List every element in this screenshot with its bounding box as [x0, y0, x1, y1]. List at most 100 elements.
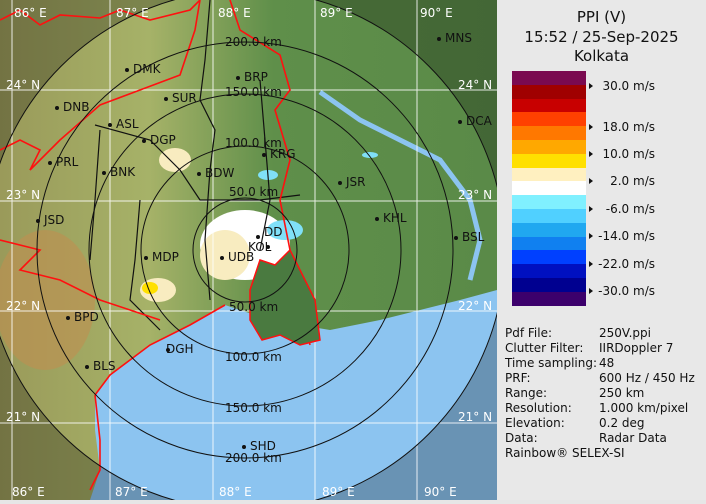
city-dot: [437, 37, 441, 41]
lat-label: 21° N: [458, 410, 493, 424]
city-label: ASL: [116, 117, 139, 131]
city-label: DMK: [133, 62, 161, 76]
tick-marker-icon: [589, 83, 593, 89]
range-label: 150.0 km: [225, 85, 282, 99]
range-label: 100.0 km: [225, 350, 282, 364]
info-key: Range:: [505, 386, 548, 400]
city-dot: [262, 153, 266, 157]
credit: Rainbow® SELEX-SI: [505, 446, 625, 460]
colorbar-band: [512, 236, 586, 251]
city-dot: [236, 76, 240, 80]
lat-label: 24° N: [6, 78, 41, 92]
tick-marker-icon: [589, 206, 593, 212]
info-value: 1.000 km/pixel: [599, 401, 689, 415]
city-label: DCA: [466, 114, 492, 128]
colorbar-band: [512, 291, 586, 307]
colorbar-band: [512, 195, 586, 210]
lat-lon-grid: [0, 0, 497, 500]
colorbar-label: -6.0 m/s: [605, 202, 655, 216]
city-label: BLS: [93, 359, 116, 373]
legend-panel: PPI (V) 15:52 / 25-Sep-2025 Kolkata 30.0…: [497, 0, 706, 500]
city-dot: [242, 445, 246, 449]
city-dot: [164, 97, 168, 101]
info-key: Elevation:: [505, 416, 565, 430]
range-label: 200.0 km: [225, 451, 282, 465]
sundarbans-outline: [249, 248, 321, 346]
city-dot: [142, 139, 146, 143]
city-dot: [220, 256, 224, 260]
colorbar-band: [512, 167, 586, 182]
city-dot: [266, 245, 270, 249]
tick-marker-icon: [589, 233, 593, 239]
colorbar-band: [512, 140, 586, 155]
city-dot: [48, 161, 52, 165]
lon-label: 88° E: [218, 6, 251, 20]
range-label: 150.0 km: [225, 401, 282, 415]
lon-label: 89° E: [320, 6, 353, 20]
timestamp: 15:52 / 25-Sep-2025: [524, 28, 679, 46]
range-label: 100.0 km: [225, 136, 282, 150]
colorbar-band: [512, 250, 586, 265]
tick-marker-icon: [589, 151, 593, 157]
sea-area: [90, 290, 497, 500]
city-label: MNS: [445, 31, 472, 45]
city-dot: [458, 120, 462, 124]
colorbar-band: [512, 126, 586, 141]
tick-marker-icon: [589, 288, 593, 294]
colorbar-band: [512, 278, 586, 293]
city-dot: [197, 172, 201, 176]
info-key: Clutter Filter:: [505, 341, 584, 355]
colorbar-band: [512, 71, 586, 86]
lon-label: 86° E: [12, 485, 45, 499]
plateau: [0, 230, 95, 370]
info-value: 600 Hz / 450 Hz: [599, 371, 695, 385]
city-label: BNK: [110, 165, 136, 179]
lat-label: 22° N: [6, 299, 41, 313]
colorbar-label: 10.0 m/s: [602, 147, 655, 161]
colorbar-band: [512, 181, 586, 196]
colorbar-label: -14.0 m/s: [598, 229, 655, 243]
city-dot: [55, 106, 59, 110]
info-value: 48: [599, 356, 615, 370]
info-key: Data:: [505, 431, 538, 445]
city-label: SHD: [250, 439, 276, 453]
lon-label: 87° E: [115, 485, 148, 499]
lat-label: 21° N: [6, 410, 41, 424]
city-label: DGP: [150, 133, 176, 147]
colorbar-band: [512, 98, 586, 113]
city-label: MDP: [152, 250, 179, 264]
site-name: Kolkata: [573, 47, 630, 65]
colorbar-band: [512, 153, 586, 169]
lon-label: 88° E: [219, 485, 252, 499]
info-value: 250 km: [599, 386, 645, 400]
city-dot: [454, 236, 458, 240]
city-label: DNB: [63, 100, 90, 114]
city-dot: [85, 365, 89, 369]
district-borders: [89, 0, 301, 331]
colorbar-band: [512, 84, 586, 100]
colorbar-band: [512, 222, 586, 238]
info-value: Radar Data: [599, 431, 667, 445]
city-dot: [256, 235, 260, 239]
lon-label: 90° E: [420, 6, 453, 20]
city-label: JSR: [346, 175, 366, 189]
city-label: BPD: [74, 310, 99, 324]
city-dot: [166, 348, 170, 352]
lat-label: 23° N: [6, 188, 41, 202]
map-canvas: [0, 0, 506, 504]
colorbar-label: 30.0 m/s: [602, 79, 655, 93]
lon-label: 90° E: [424, 485, 457, 499]
city-dot: [36, 219, 40, 223]
colorbar-label: -22.0 m/s: [598, 257, 655, 271]
tick-marker-icon: [589, 261, 593, 267]
city-label: KOL: [248, 240, 272, 254]
info-key: Time sampling:: [505, 356, 598, 370]
city-label: PRL: [56, 155, 79, 169]
colorbar-band: [512, 112, 586, 127]
colorbar-label: -30.0 m/s: [598, 284, 655, 298]
tick-marker-icon: [589, 178, 593, 184]
info-value: IIRDoppler 7: [599, 341, 674, 355]
colorbar-band: [512, 264, 586, 279]
lon-label: 89° E: [322, 485, 355, 499]
city-label: KHL: [383, 211, 407, 225]
